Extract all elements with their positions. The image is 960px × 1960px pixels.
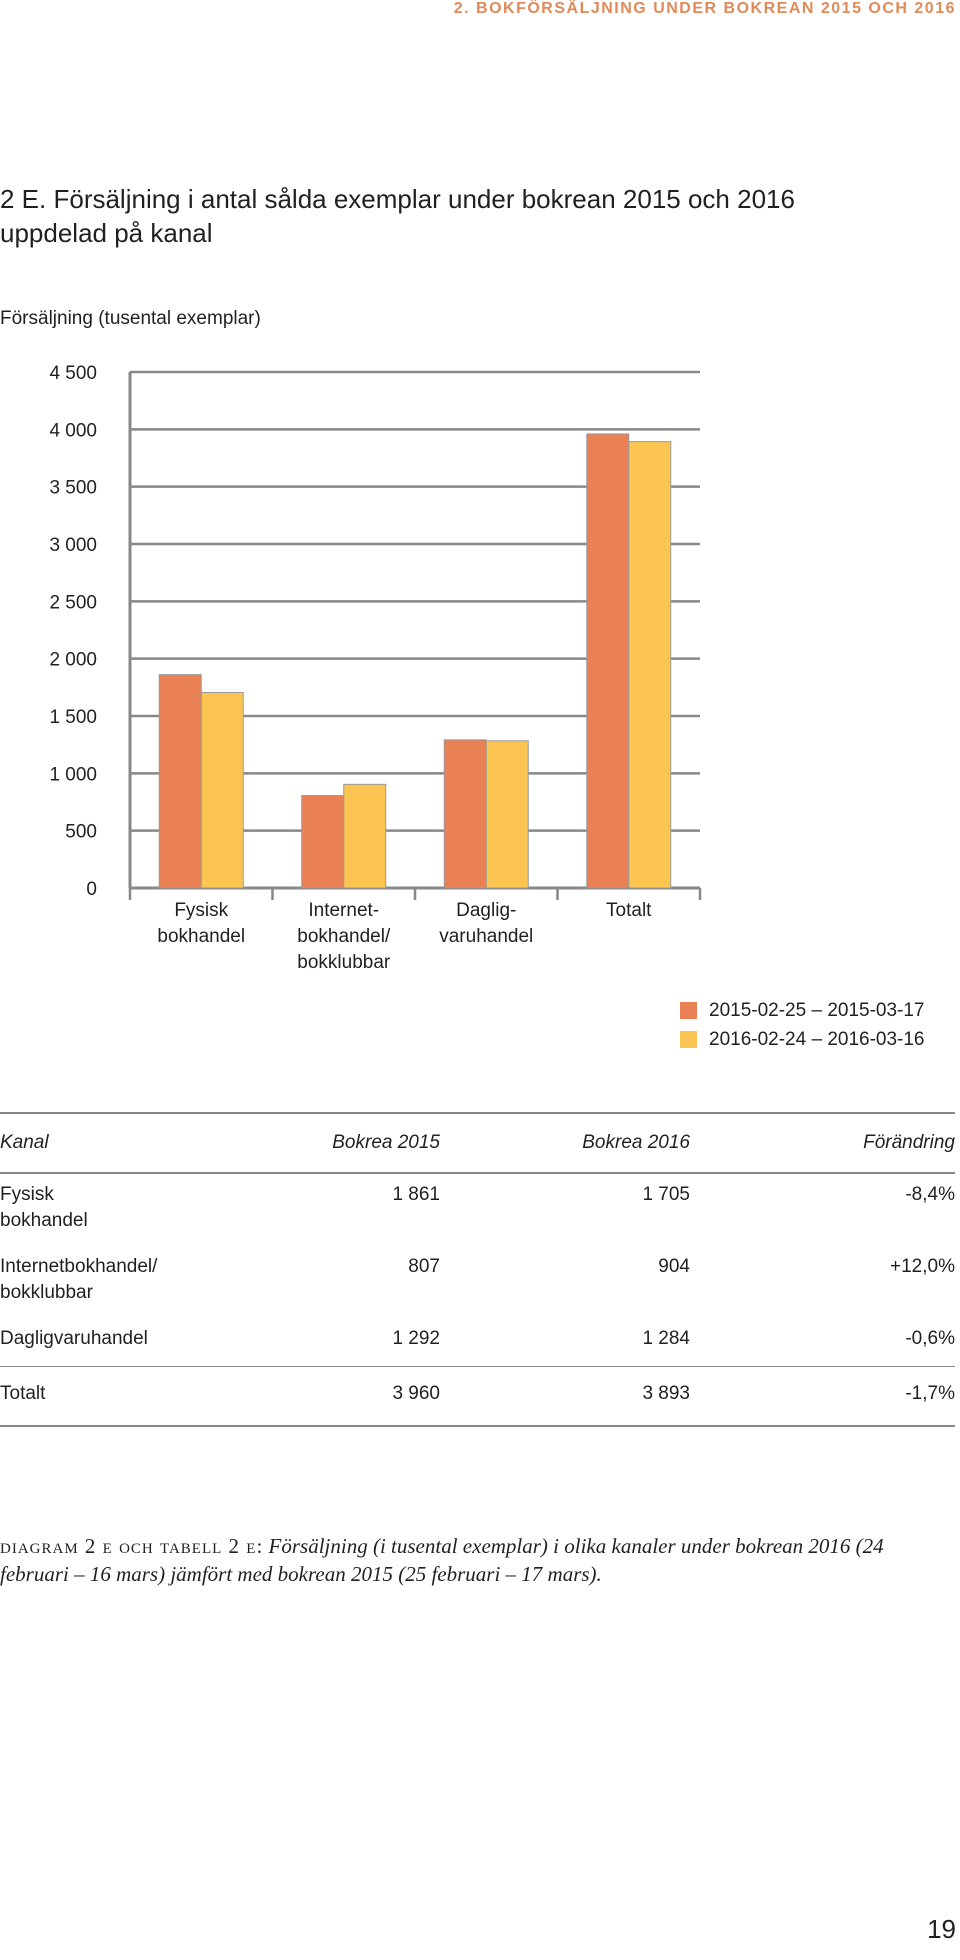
cell-kanal: Internetbokhandel/ bokklubbar [0,1246,250,1318]
x-tick-label: varuhandel [439,926,533,947]
cell-bokrea-2016: 904 [658,1256,690,1277]
y-tick-label: 1 000 [49,764,97,785]
x-tick-label: bokklubbar [297,952,391,973]
bar-2015 [158,674,202,889]
legend-item-2016: 2016-02-24 – 2016-03-16 [680,1025,925,1054]
cell-forandring: +12,0% [890,1256,955,1277]
bar-2016 [628,441,672,889]
caption-body: Försäljning (i tusental exemplar) i olik… [0,1534,884,1586]
cell-kanal: Totalt [0,1366,250,1427]
table-row: Fysisk bokhandel 1 861 1 705 -8,4% [0,1173,955,1246]
bar-2016 [200,691,244,889]
bar-2016 [343,783,387,889]
x-tick-label: Fysisk [174,900,228,921]
cell-kanal: Dagligvaruhandel [0,1328,148,1349]
header-forandring: Förändring [690,1112,955,1174]
figure-title: 2 E. Försäljning i antal sålda exemplar … [0,182,900,250]
bar-2015 [586,433,630,889]
legend-item-2015: 2015-02-25 – 2015-03-17 [680,996,925,1025]
x-tick-label: Internet- [308,900,379,921]
header-bokrea-2016: Bokrea 2016 [440,1112,690,1174]
x-tick-label: bokhandel/ [297,926,391,947]
table-total-row: Totalt 3 960 3 893 -1,7% [0,1366,955,1427]
cell-forandring: -1,7% [690,1366,955,1427]
table-row: Internetbokhandel/ bokklubbar 807 904 +1… [0,1246,955,1318]
cell-kanal-line-1: Internetbokhandel/ [0,1256,158,1277]
cell-bokrea-2016: 1 284 [642,1328,690,1349]
x-tick-label: bokhandel [157,926,245,947]
cell-forandring: -0,6% [905,1328,955,1349]
bar-chart: 0 500 1 000 1 500 2 000 2 500 3 000 3 500 4 000 4… [49,363,702,973]
cell-bokrea-2015: 1 861 [392,1184,440,1205]
cell-bokrea-2016: 1 705 [642,1184,690,1205]
y-axis-title: Försäljning (tusental exemplar) [0,308,261,329]
legend-swatch-2016 [680,1031,697,1048]
bar-2015 [443,739,487,889]
y-tick-label: 3 500 [49,478,97,499]
header-kanal: Kanal [0,1112,250,1174]
bar-2016 [485,740,529,889]
y-tick-label: 0 [86,879,97,900]
legend-label-2015: 2015-02-25 – 2015-03-17 [709,999,925,1021]
y-tick-label: 1 500 [49,707,97,728]
figure-caption: diagram 2 e och tabell 2 e: Försäljning … [0,1532,950,1588]
cell-kanal-line-2: bokklubbar [0,1282,93,1303]
cell-bokrea-2015: 807 [408,1256,440,1277]
table-row: Dagligvaruhandel 1 292 1 284 -0,6% [0,1318,955,1367]
y-tick-label: 2 500 [49,592,97,613]
figure-title-line-1: 2 E. Försäljning i antal sålda exemplar … [0,184,795,214]
table-header-row: Kanal Bokrea 2015 Bokrea 2016 Förändring [0,1112,955,1174]
y-tick-label: 500 [65,822,97,843]
bar-2015 [301,794,345,889]
cell-bokrea-2015: 1 292 [392,1328,440,1349]
x-tick-label: Totalt [606,900,652,921]
cell-kanal: Fysisk bokhandel [0,1173,250,1246]
caption-lead: diagram 2 e och tabell 2 e: [0,1534,264,1558]
legend-label-2016: 2016-02-24 – 2016-03-16 [709,1028,925,1050]
x-tick-label: Daglig- [456,900,516,921]
cell-forandring: -8,4% [905,1184,955,1205]
running-header: 2. BOKFÖRSÄLJNING UNDER BOKREAN 2015 OCH… [453,0,956,17]
legend-swatch-2015 [680,1002,697,1019]
cell-bokrea-2015: 3 960 [250,1366,440,1427]
cell-kanal-line-1: Fysisk [0,1184,54,1205]
legend: 2015-02-25 – 2015-03-17 2016-02-24 – 201… [680,996,925,1054]
y-tick-label: 3 000 [49,535,97,556]
cell-bokrea-2016: 3 893 [440,1366,690,1427]
y-tick-label: 4 500 [49,363,97,384]
cell-kanal-line-2: bokhandel [0,1210,88,1231]
sales-table: Kanal Bokrea 2015 Bokrea 2016 Förändring… [0,1112,955,1427]
y-tick-label: 4 000 [49,420,97,441]
page-number: 19 [927,1914,956,1944]
figure-title-line-2: uppdelad på kanal [0,218,213,248]
header-bokrea-2015: Bokrea 2015 [250,1112,440,1174]
y-tick-label: 2 000 [49,650,97,671]
